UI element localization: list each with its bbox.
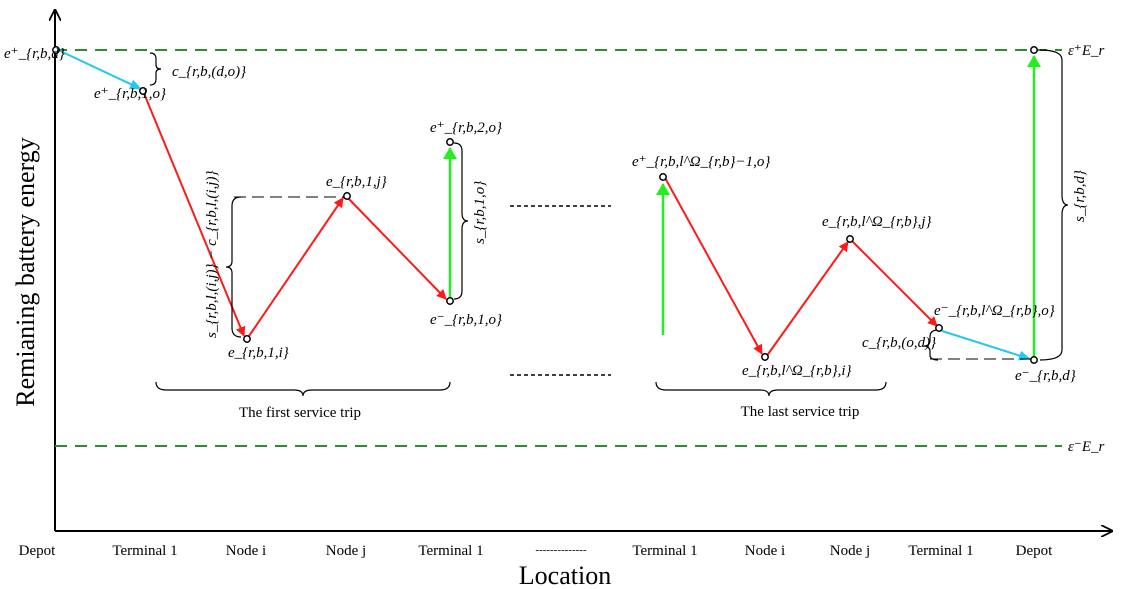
brace-last-trip <box>655 381 887 397</box>
x-axis-label: Location <box>519 561 611 589</box>
x-tick-label: Node j <box>830 543 870 559</box>
label-last-i: e_{r,b,l^Ω_{r,b},i} <box>742 363 852 379</box>
deadhead-arrow-end <box>938 329 1031 361</box>
x-tick-labels: Depot Terminal 1 Node i Node j Terminal … <box>19 543 1053 559</box>
label-depot-end: e⁻_{r,b,d} <box>1015 368 1076 384</box>
discharge-arrow <box>346 196 447 300</box>
label-terminal1-o: e⁺_{r,b,1,o} <box>94 86 166 102</box>
x-tick-label: Node j <box>326 543 366 559</box>
x-tick-label: Node i <box>745 543 785 559</box>
last-trip-label: The last service trip <box>741 404 860 420</box>
deadhead-arrow-start <box>55 48 142 90</box>
point-last-j <box>846 235 854 243</box>
label-node-i: e_{r,b,1,i} <box>228 345 289 361</box>
point-depot-end <box>1030 356 1038 364</box>
discharge-arrow <box>663 175 763 355</box>
discharge-arrow <box>850 239 938 327</box>
first-trip-label: The first service trip <box>239 405 361 421</box>
label-depot-start: e⁺_{r,b,d} <box>4 46 65 62</box>
x-tick-label: Depot <box>1016 543 1053 559</box>
point-terminal1-o <box>139 87 147 95</box>
point-terminal2-plus <box>446 138 454 146</box>
point-last-minus <box>935 324 943 332</box>
label-terminal1-minus: e⁻_{r,b,1,o} <box>430 312 502 328</box>
brace-s-1o <box>453 142 469 300</box>
discharge-arrow <box>246 197 344 340</box>
label-last-j: e_{r,b,l^Ω_{r,b},j} <box>822 214 932 230</box>
brace-s-d <box>1039 49 1069 361</box>
x-tick-label: Terminal 1 <box>418 543 483 559</box>
label-c-od: c_{r,b,(o,d)} <box>862 335 936 351</box>
x-tick-label: -------------- <box>535 544 587 556</box>
point-depot-full <box>1030 46 1038 54</box>
label-c-do: c_{r,b,(d,o)} <box>172 64 246 80</box>
y-axis-label: Remianing battery energy <box>11 137 40 407</box>
brace-c-od <box>923 329 939 361</box>
brace-s-minus-c <box>225 196 242 338</box>
discharge-arrow <box>765 241 849 358</box>
x-tick-label: Terminal 1 <box>908 543 973 559</box>
point-depot-start <box>52 46 60 54</box>
label-last-plus: e⁺_{r,b,l^Ω_{r,b}−1,o} <box>632 154 770 170</box>
point-last-i <box>761 353 769 361</box>
point-node-i <box>243 335 251 343</box>
point-node-j <box>343 192 351 200</box>
lower-bound-label: ε⁻E_r <box>1068 439 1104 455</box>
brace-first-trip <box>155 381 451 397</box>
upper-bound-label: ε⁺E_r <box>1068 43 1104 59</box>
x-tick-label: Terminal 1 <box>112 543 177 559</box>
point-terminal1-minus <box>446 297 454 305</box>
point-last-plus <box>659 173 667 181</box>
x-tick-label: Terminal 1 <box>632 543 697 559</box>
label-terminal2-plus: e⁺_{r,b,2,o} <box>430 120 502 136</box>
label-node-j: e_{r,b,1,j} <box>326 174 387 190</box>
label-s-minus-c: s_{r,b,l,(i,j)} − c_{r,b,l,(i,j)} <box>204 171 220 338</box>
label-s-d: s_{r,b,d} <box>1072 170 1088 222</box>
x-tick-label: Node i <box>226 543 266 559</box>
label-s-1o: s_{r,b,1,o} <box>472 181 488 244</box>
discharge-arrow <box>142 90 246 337</box>
x-tick-label: Depot <box>19 543 56 559</box>
brace-c-do <box>149 52 162 86</box>
label-last-minus: e⁻_{r,b,l^Ω_{r,b},o} <box>934 303 1055 319</box>
